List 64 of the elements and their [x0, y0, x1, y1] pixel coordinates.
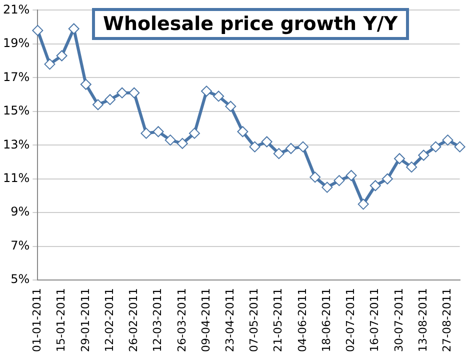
point: [261, 136, 272, 148]
point: [334, 175, 345, 186]
x-tick-label: 27-08-2011: [440, 288, 454, 352]
point: [249, 141, 260, 152]
point: [430, 141, 442, 152]
x-tick-label: 02-07-2011: [344, 288, 358, 352]
y-tick-label: 9%: [10, 204, 30, 219]
point: [104, 94, 116, 106]
x-tick-label: 12-02-2011: [102, 288, 116, 352]
point: [44, 58, 56, 70]
point: [128, 87, 140, 98]
x-tick-label: 13-08-2011: [416, 288, 430, 352]
x-tick-label: 12-03-2011: [151, 288, 164, 352]
y-tick-label: 11%: [3, 170, 30, 185]
point: [164, 134, 176, 146]
point: [140, 128, 152, 139]
x-tick-label: 09-04-2011: [199, 288, 212, 352]
point: [442, 134, 454, 146]
point: [382, 173, 393, 184]
point: [370, 180, 381, 192]
point: [201, 86, 212, 97]
point: [454, 141, 466, 152]
point: [310, 172, 321, 183]
x-tick-label: 16-07-2011: [368, 288, 382, 352]
x-tick-label: 26-03-2011: [175, 288, 188, 352]
y-tick-label: 17%: [3, 70, 30, 84]
x-tick-label: 01-01-2011: [30, 288, 44, 352]
point: [358, 198, 369, 210]
point: [68, 23, 80, 34]
point: [406, 162, 418, 173]
point: [394, 153, 405, 164]
point: [322, 182, 333, 193]
y-tick-label: 5%: [10, 272, 30, 286]
x-tick-label: 29-01-2011: [78, 288, 92, 352]
point: [92, 99, 104, 110]
point: [80, 78, 92, 90]
point: [418, 150, 430, 161]
x-tick-label: 26-02-2011: [127, 288, 140, 352]
x-tick-label: 07-05-2011: [248, 288, 261, 352]
chart-title: Wholesale price growth Y/Y: [92, 8, 409, 40]
point: [285, 143, 296, 154]
point: [346, 170, 357, 181]
y-tick-label: 19%: [3, 36, 30, 50]
point: [225, 100, 236, 112]
y-tick-label: 7%: [10, 238, 30, 252]
point: [116, 87, 128, 98]
x-tick-label: 21-05-2011: [272, 288, 285, 352]
y-tick-label: 21%: [3, 2, 30, 16]
x-tick-label: 30-07-2011: [392, 288, 406, 352]
point: [273, 148, 284, 160]
point: [237, 126, 248, 138]
x-tick-label: 04-06-2011: [296, 288, 309, 352]
point: [176, 138, 188, 149]
x-tick-label: 18-06-2011: [320, 288, 333, 352]
x-tick-label: 15-01-2011: [54, 288, 68, 352]
y-tick-label: 13%: [3, 137, 30, 152]
y-tick-label: 15%: [3, 104, 30, 118]
point: [152, 126, 164, 138]
point: [298, 141, 309, 152]
x-tick-label: 23-04-2011: [224, 288, 237, 352]
point: [32, 24, 44, 36]
point: [213, 90, 224, 102]
point: [188, 128, 200, 139]
point: [56, 50, 68, 62]
